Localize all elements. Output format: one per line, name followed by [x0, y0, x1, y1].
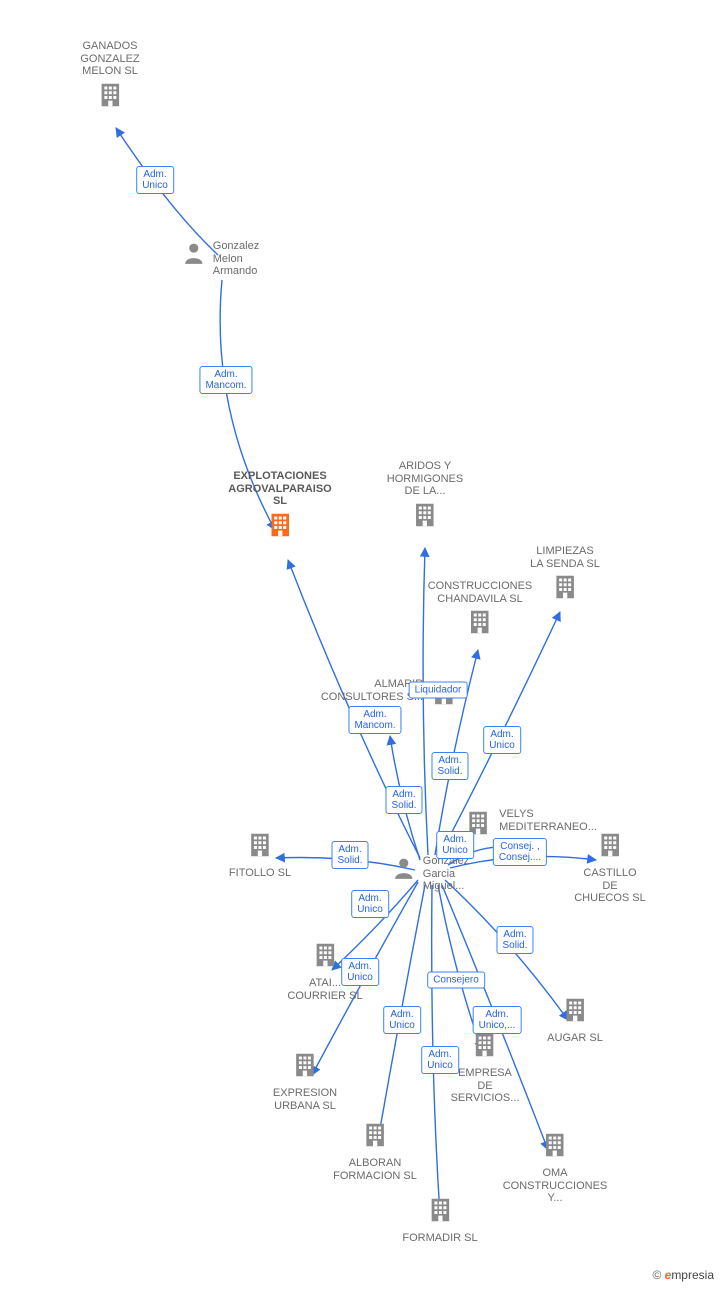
edge-label: Adm. Unico [421, 1046, 459, 1074]
building-icon [595, 847, 625, 864]
node-limpiezas[interactable]: LIMPIEZAS LA SENDA SL [530, 545, 600, 607]
node-ganados[interactable]: GANADOS GONZALEZ MELON SL [80, 40, 139, 115]
node-label: OMA CONSTRUCCIONES Y... [503, 1167, 608, 1205]
edge-label: Adm. Solid. [431, 752, 468, 780]
node-fitollo[interactable]: FITOLLO SL [229, 830, 291, 880]
building-icon [265, 527, 295, 544]
node-label: ALBORAN FORMACION SL [333, 1157, 417, 1182]
footer-credit: © empresia [652, 1268, 714, 1282]
building-icon [425, 1212, 455, 1229]
node-gonzalezG[interactable]: Gonzalez Garcia Miguel... [391, 855, 469, 895]
building-icon [550, 589, 580, 606]
building-icon [310, 957, 340, 974]
edge-label: Adm. Unico [341, 958, 379, 986]
diagram-canvas: GANADOS GONZALEZ MELON SL Gonzalez Melon… [0, 0, 728, 1290]
edge-label: Adm. Unico,... [473, 1006, 522, 1034]
building-icon [360, 1137, 390, 1154]
person-icon [181, 240, 207, 271]
copyright-symbol: © [652, 1268, 661, 1282]
brand-rest: mpresia [671, 1268, 714, 1282]
node-label: AUGAR SL [547, 1032, 603, 1045]
node-label: Gonzalez Garcia Miguel... [423, 855, 469, 893]
edge-label: Adm. Unico [383, 1006, 421, 1034]
node-expres[interactable]: EXPRESION URBANA SL [273, 1050, 337, 1112]
edge-label: Adm. Mancom. [199, 366, 252, 394]
node-aridos[interactable]: ARIDOS Y HORMIGONES DE LA... [387, 460, 463, 535]
node-oma[interactable]: OMA CONSTRUCCIONES Y... [503, 1130, 608, 1205]
building-icon [95, 97, 125, 114]
node-label: EXPRESION URBANA SL [273, 1087, 337, 1112]
edge-label: Consejero [427, 972, 485, 989]
node-label: FORMADIR SL [402, 1232, 477, 1245]
edge-label: Adm. Solid. [496, 926, 533, 954]
edge-label: Adm. Unico [436, 831, 474, 859]
node-label: Gonzalez Melon Armando [213, 240, 259, 278]
building-icon [540, 1147, 570, 1164]
node-explot[interactable]: EXPLOTACIONES AGROVALPARAISO SL [228, 470, 332, 545]
node-formadir[interactable]: FORMADIR SL [402, 1195, 477, 1245]
building-icon [410, 517, 440, 534]
edge-label: Adm. Unico [136, 166, 174, 194]
edge-label: Adm. Solid. [385, 786, 422, 814]
building-icon [245, 847, 275, 864]
node-label: FITOLLO SL [229, 867, 291, 880]
building-icon [560, 1012, 590, 1029]
node-label: CONSTRUCCIONES CHANDAVILA SL [428, 580, 533, 605]
node-gonzalezM[interactable]: Gonzalez Melon Armando [181, 240, 259, 280]
node-empresa[interactable]: EMPRESA DE SERVICIOS... [451, 1030, 520, 1105]
node-label: EXPLOTACIONES AGROVALPARAISO SL [228, 470, 332, 508]
node-augar[interactable]: AUGAR SL [547, 995, 603, 1045]
node-alboran[interactable]: ALBORAN FORMACION SL [333, 1120, 417, 1182]
edge-label: Liquidador [409, 682, 468, 699]
edge-label: Adm. Unico [483, 726, 521, 754]
node-label: CASTILLO DE CHUECOS SL [574, 867, 646, 905]
node-construc[interactable]: CONSTRUCCIONES CHANDAVILA SL [428, 580, 533, 642]
building-icon [465, 624, 495, 641]
person-icon [391, 855, 417, 886]
edge-label: Adm. Mancom. [348, 706, 401, 734]
edges-svg [0, 0, 728, 1290]
node-label: EMPRESA DE SERVICIOS... [451, 1067, 520, 1105]
building-icon [290, 1067, 320, 1084]
edge-label: Adm. Unico [351, 890, 389, 918]
node-castillo[interactable]: CASTILLO DE CHUECOS SL [574, 830, 646, 905]
building-icon [470, 1047, 500, 1064]
node-label: LIMPIEZAS LA SENDA SL [530, 545, 600, 570]
node-label: GANADOS GONZALEZ MELON SL [80, 40, 139, 78]
edge-label: Adm. Solid. [331, 841, 368, 869]
edge-label: Consej. , Consej.... [493, 838, 547, 866]
node-label: ARIDOS Y HORMIGONES DE LA... [387, 460, 463, 498]
